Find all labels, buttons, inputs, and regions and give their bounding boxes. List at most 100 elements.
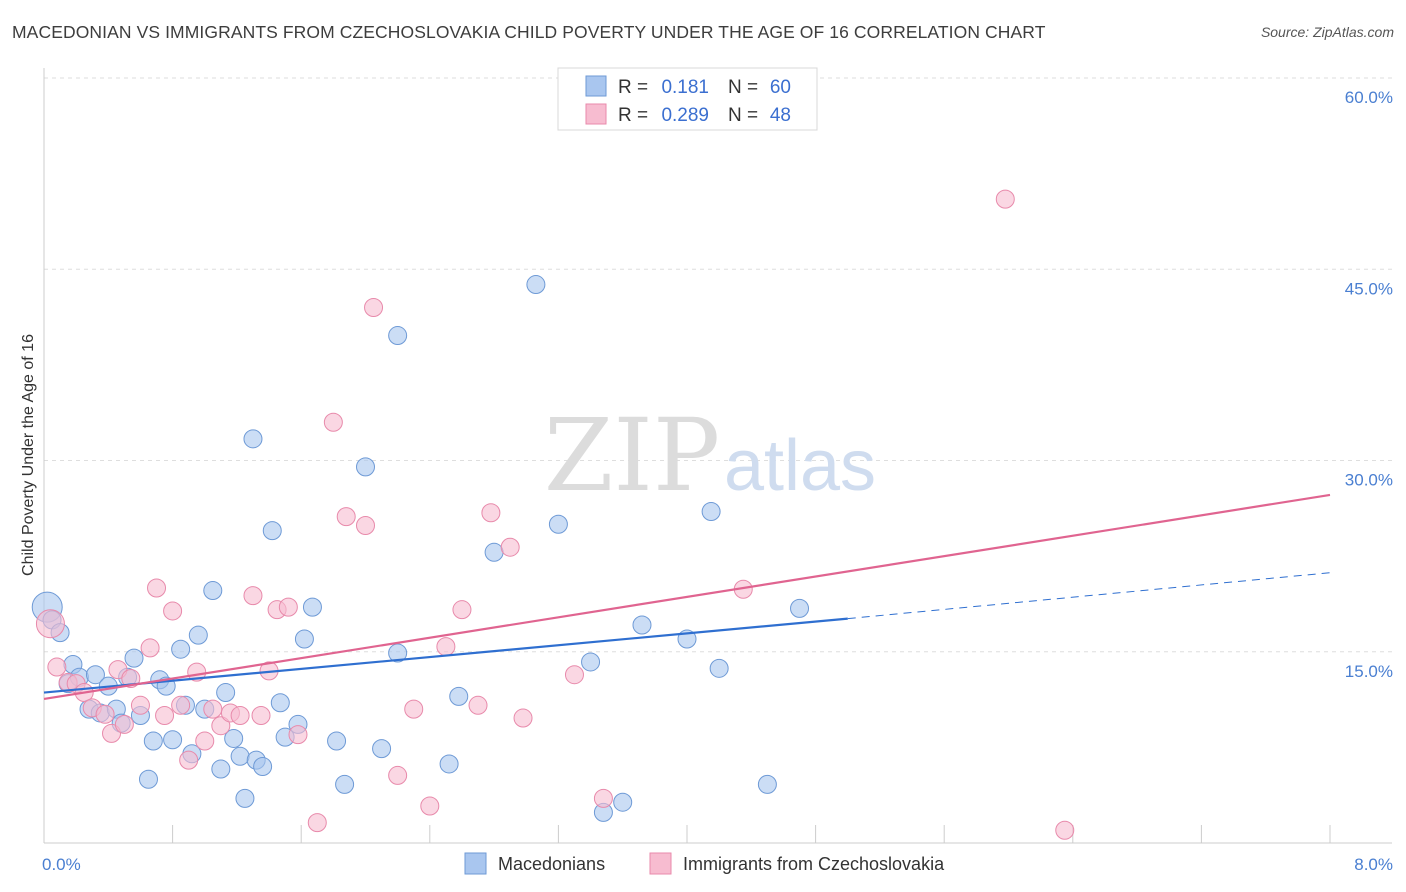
source-label: Source: ZipAtlas.com <box>1260 24 1394 40</box>
macedonians-point <box>302 597 322 617</box>
czechoslovakia-point <box>356 516 375 536</box>
macedonians-point <box>171 639 191 659</box>
czechoslovakia-point <box>481 503 501 523</box>
macedonians-point <box>243 429 263 449</box>
macedonians-point <box>449 686 469 706</box>
grid-lines <box>44 77 1392 653</box>
czechoslovakia-point <box>420 796 440 816</box>
y-tick-label: 60.0% <box>1345 88 1393 107</box>
macedonians-trend-extension <box>847 572 1331 620</box>
czechoslovakia-point <box>163 601 183 621</box>
macedonians-point <box>790 598 810 618</box>
czechoslovakia-point <box>278 597 298 617</box>
bottom-legend: Macedonians Immigrants from Czechoslovaki… <box>464 852 945 875</box>
czechoslovakia-point <box>436 637 456 657</box>
macedonians-point <box>270 693 290 713</box>
legend-r-value: 0.289 <box>661 105 709 126</box>
czechoslovakia-point <box>114 714 134 734</box>
macedonians-point <box>138 769 158 789</box>
czechoslovakia-point <box>404 699 424 719</box>
legend-swatch <box>585 103 607 125</box>
czechoslovakia-point <box>140 638 160 658</box>
macedonians-point <box>548 514 568 534</box>
macedonians-point <box>224 728 244 748</box>
y-axis-label: Child Poverty Under the Age of 16 <box>20 334 37 576</box>
czechoslovakia-point <box>230 706 250 725</box>
watermark: ZIP atlas <box>544 397 876 514</box>
macedonians-point <box>701 502 721 521</box>
czechoslovakia-point <box>452 600 472 620</box>
macedonians-point <box>484 542 504 562</box>
macedonians-point <box>230 746 250 766</box>
czechoslovakia-point <box>243 586 263 606</box>
czechoslovakia-point <box>251 706 271 725</box>
legend-r-label: R = <box>618 77 648 98</box>
macedonians-point <box>581 652 601 672</box>
y-tick-labels: 15.0% 30.0% 45.0% 60.0% <box>1345 88 1393 681</box>
macedonians-point <box>203 581 223 601</box>
macedonians-point <box>526 275 546 295</box>
czechoslovakia-point <box>323 412 343 432</box>
czechoslovakia-point <box>195 731 215 751</box>
y-tick-label: 15.0% <box>1345 662 1393 681</box>
macedonians-point <box>262 521 282 541</box>
czechoslovakia-point <box>364 298 384 317</box>
bottom-legend-swatch <box>649 852 672 875</box>
macedonians-point <box>211 759 231 779</box>
legend-n-value: 60 <box>770 77 791 98</box>
macedonians-point <box>372 739 392 759</box>
czechoslovakia-point <box>155 706 175 725</box>
czechoslovakia-point <box>130 695 150 715</box>
macedonians-point <box>85 665 105 685</box>
czechoslovakia-point <box>187 662 207 682</box>
czechoslovakia-point <box>513 708 533 728</box>
czechoslovakia-point <box>995 189 1015 209</box>
czechoslovakia-point <box>35 609 65 639</box>
legend-n-value: 48 <box>770 105 791 126</box>
czechoslovakia-point <box>211 716 231 736</box>
legend-r-value: 0.181 <box>661 77 709 98</box>
czechoslovakia-point <box>593 788 613 808</box>
macedonians-point <box>253 757 273 776</box>
macedonians-point <box>327 731 347 751</box>
y-tick-label: 45.0% <box>1345 279 1393 298</box>
macedonians-point <box>388 643 408 663</box>
legend: R = 0.181 N = 60 R = 0.289 N = 48 <box>557 67 818 131</box>
macedonians-point <box>188 625 208 645</box>
macedonians-point <box>757 774 777 794</box>
macedonians-point <box>143 731 163 751</box>
axes <box>43 68 1392 844</box>
czechoslovakia-point <box>171 695 191 715</box>
czechoslovakia-point <box>307 813 327 833</box>
czechoslovakia-point <box>388 765 408 785</box>
czechoslovakia-point <box>147 578 167 598</box>
czechoslovakia-trend-line <box>43 493 1331 701</box>
czechoslovakia-point <box>203 699 223 719</box>
macedonians-point <box>294 629 314 649</box>
x-tick-label: 0.0% <box>42 855 81 874</box>
czechoslovakia-point <box>500 537 520 557</box>
czechoslovakia-point <box>179 750 199 770</box>
macedonians-point <box>216 683 236 703</box>
macedonians-point <box>632 615 652 635</box>
x-tick-labels: 0.0% 8.0% <box>42 855 1393 874</box>
chart-title: MACEDONIAN VS IMMIGRANTS FROM CZECHOSLOV… <box>12 22 1046 42</box>
bottom-legend-label: Immigrants from Czechoslovakia <box>683 854 945 874</box>
czechoslovakia-point <box>95 704 115 724</box>
czechoslovakia-point <box>468 695 488 715</box>
czechoslovakia-point <box>288 725 308 745</box>
bottom-legend-swatch <box>464 852 487 875</box>
legend-swatch <box>585 75 607 97</box>
legend-n-label: N = <box>728 105 758 126</box>
macedonians-trend-line <box>43 617 848 694</box>
watermark-zip: ZIP <box>544 397 720 514</box>
czechoslovakia-point <box>121 669 141 689</box>
macedonians-point <box>439 754 459 774</box>
y-tick-label: 30.0% <box>1345 471 1393 490</box>
x-tick-label: 8.0% <box>1354 855 1393 874</box>
macedonians-point <box>356 457 375 477</box>
macedonians-point <box>709 658 729 678</box>
czechoslovakia-point <box>1055 820 1075 840</box>
trend-lines <box>43 493 1331 701</box>
